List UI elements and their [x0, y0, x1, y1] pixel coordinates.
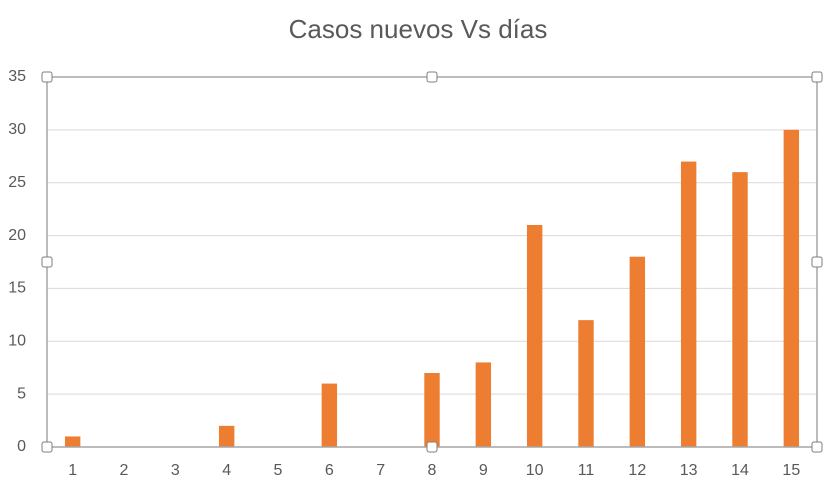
y-tick-label: 10	[8, 333, 26, 350]
bar	[64, 436, 81, 447]
chart-title: Casos nuevos Vs días	[289, 14, 548, 44]
x-tick-label: 8	[428, 462, 437, 479]
y-tick-label: 15	[8, 280, 26, 297]
x-tick-label: 11	[578, 462, 595, 479]
y-tick-label: 30	[8, 121, 26, 138]
x-tick-label: 5	[274, 462, 283, 479]
selection-frame	[41, 71, 823, 453]
y-tick-label: 0	[17, 438, 26, 455]
x-tick-label: 10	[526, 462, 544, 479]
x-tick-label: 2	[120, 462, 129, 479]
y-tick-label: 35	[8, 68, 26, 85]
bar	[526, 225, 543, 447]
bar	[578, 320, 594, 447]
x-tick-label: 9	[479, 462, 488, 479]
bar	[732, 172, 748, 447]
bar	[680, 161, 697, 448]
x-tick-label: 14	[731, 462, 749, 479]
bar	[475, 362, 492, 447]
x-tick-label: 7	[376, 462, 385, 479]
x-tick-label: 12	[628, 462, 646, 479]
x-tick-label: 3	[171, 462, 180, 479]
bar	[218, 425, 235, 447]
y-tick-label: 20	[8, 227, 26, 244]
x-tick-label: 1	[68, 462, 77, 479]
y-tick-label: 25	[8, 174, 26, 191]
x-tick-label: 4	[222, 462, 231, 479]
bar	[629, 256, 646, 447]
bar	[321, 383, 338, 447]
y-tick-label: 5	[17, 385, 26, 402]
x-tick-label: 6	[325, 462, 334, 479]
bar	[424, 373, 440, 447]
x-tick-label: 13	[680, 462, 698, 479]
x-tick-label: 15	[782, 462, 800, 479]
bar	[783, 129, 800, 447]
